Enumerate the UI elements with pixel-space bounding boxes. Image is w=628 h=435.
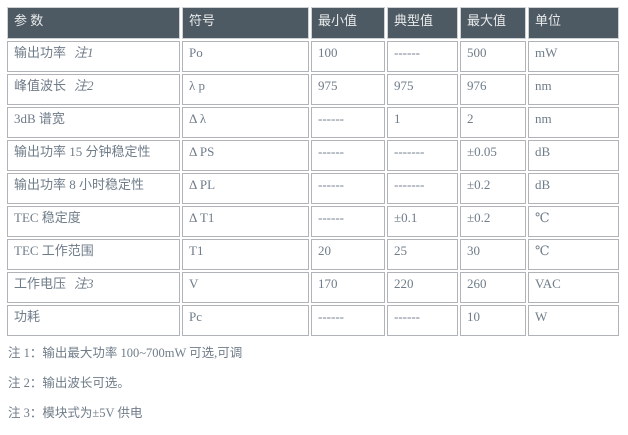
min-value-cell: ------ [311, 140, 385, 171]
max-value-cell: 976 [460, 74, 526, 105]
table-row: 输出功率 8 小时稳定性 Δ PL ------ ------- ±0.2 dB [7, 173, 619, 204]
parameter-cell: TEC 稳定度 [7, 206, 180, 237]
min-value-cell: ------ [311, 206, 385, 237]
note-reference: 注2 [74, 78, 94, 93]
parameter-label: 3dB 谱宽 [14, 111, 65, 126]
table-row: 功耗 Pc ------ ------ 10 W [7, 305, 619, 336]
parameter-label: TEC 工作范围 [14, 243, 94, 258]
spec-table-body: 输出功率 注1 Po 100 ------ 500 mW 峰值波长 注2 λ p 975 975 976… [7, 41, 619, 336]
header-row: 参 数 符号 最小值 典型值 最大值 单位 [7, 7, 619, 39]
min-value-cell: ------ [311, 107, 385, 138]
typical-value-cell: ±0.1 [387, 206, 458, 237]
min-value-cell: 20 [311, 239, 385, 270]
footnotes: 注 1：输出最大功率 100~700mW 可选,可调 注 2：输出波长可选。 注… [8, 345, 628, 435]
column-header-typical: 典型值 [387, 7, 458, 39]
table-row: 输出功率 注1 Po 100 ------ 500 mW [7, 41, 619, 72]
max-value-cell: 10 [460, 305, 526, 336]
parameter-label: 输出功率 [14, 45, 67, 60]
symbol-cell: V [182, 272, 309, 303]
parameter-label: TEC 稳定度 [14, 210, 81, 225]
parameter-cell: 峰值波长 注2 [7, 74, 180, 105]
symbol-cell: Δ λ [182, 107, 309, 138]
parameter-label: 输出功率 15 分钟稳定性 [14, 144, 151, 159]
parameter-label: 工作电压 [14, 276, 67, 291]
symbol-cell: Po [182, 41, 309, 72]
max-value-cell: 30 [460, 239, 526, 270]
column-header-unit: 单位 [528, 7, 619, 39]
unit-cell: VAC [528, 272, 619, 303]
table-row: 输出功率 15 分钟稳定性 Δ PS ------ ------- ±0.05 dB [7, 140, 619, 171]
symbol-cell: Δ PL [182, 173, 309, 204]
table-row: TEC 工作范围 T1 20 25 30 ℃ [7, 239, 619, 270]
typical-value-cell: 975 [387, 74, 458, 105]
parameter-label: 功耗 [14, 309, 41, 324]
footnote-1: 注 1：输出最大功率 100~700mW 可选,可调 [8, 346, 243, 360]
parameter-cell: 工作电压 注3 [7, 272, 180, 303]
min-value-cell: 170 [311, 272, 385, 303]
parameter-cell: 输出功率 15 分钟稳定性 [7, 140, 180, 171]
column-header-parameter: 参 数 [7, 7, 180, 39]
max-value-cell: 500 [460, 41, 526, 72]
symbol-cell: T1 [182, 239, 309, 270]
table-row: 峰值波长 注2 λ p 975 975 976 nm [7, 74, 619, 105]
typical-value-cell: ------- [387, 173, 458, 204]
unit-cell: ℃ [528, 206, 619, 237]
max-value-cell: ±0.2 [460, 206, 526, 237]
unit-cell: nm [528, 107, 619, 138]
column-header-max: 最大值 [460, 7, 526, 39]
unit-cell: mW [528, 41, 619, 72]
min-value-cell: 100 [311, 41, 385, 72]
parameter-cell: 功耗 [7, 305, 180, 336]
parameter-cell: 3dB 谱宽 [7, 107, 180, 138]
unit-cell: W [528, 305, 619, 336]
symbol-cell: Pc [182, 305, 309, 336]
min-value-cell: ------ [311, 173, 385, 204]
parameter-cell: TEC 工作范围 [7, 239, 180, 270]
parameter-cell: 输出功率 注1 [7, 41, 180, 72]
typical-value-cell: ------ [387, 41, 458, 72]
parameter-cell: 输出功率 8 小时稳定性 [7, 173, 180, 204]
unit-cell: ℃ [528, 239, 619, 270]
typical-value-cell: 220 [387, 272, 458, 303]
parameter-label: 峰值波长 [14, 78, 67, 93]
max-value-cell: 2 [460, 107, 526, 138]
typical-value-cell: ------ [387, 305, 458, 336]
footnote-2: 注 2：输出波长可选。 [8, 376, 130, 390]
parameter-label: 输出功率 8 小时稳定性 [14, 177, 145, 192]
max-value-cell: ±0.05 [460, 140, 526, 171]
table-row: TEC 稳定度 Δ T1 ------ ±0.1 ±0.2 ℃ [7, 206, 619, 237]
unit-cell: dB [528, 173, 619, 204]
max-value-cell: ±0.2 [460, 173, 526, 204]
spec-table: 参 数 符号 最小值 典型值 最大值 单位 输出功率 注1 Po 100 ------ 5… [5, 5, 621, 338]
symbol-cell: λ p [182, 74, 309, 105]
note-reference: 注1 [74, 45, 94, 60]
min-value-cell: 975 [311, 74, 385, 105]
column-header-symbol: 符号 [182, 7, 309, 39]
spec-table-header: 参 数 符号 最小值 典型值 最大值 单位 [7, 7, 619, 39]
unit-cell: dB [528, 140, 619, 171]
typical-value-cell: ------- [387, 140, 458, 171]
table-row: 3dB 谱宽 Δ λ ------ 1 2 nm [7, 107, 619, 138]
typical-value-cell: 25 [387, 239, 458, 270]
footnote-3: 注 3：模块式为±5V 供电 [8, 406, 143, 420]
min-value-cell: ------ [311, 305, 385, 336]
symbol-cell: Δ PS [182, 140, 309, 171]
note-reference: 注3 [74, 276, 94, 291]
unit-cell: nm [528, 74, 619, 105]
symbol-cell: Δ T1 [182, 206, 309, 237]
max-value-cell: 260 [460, 272, 526, 303]
column-header-min: 最小值 [311, 7, 385, 39]
typical-value-cell: 1 [387, 107, 458, 138]
table-row: 工作电压 注3 V 170 220 260 VAC [7, 272, 619, 303]
